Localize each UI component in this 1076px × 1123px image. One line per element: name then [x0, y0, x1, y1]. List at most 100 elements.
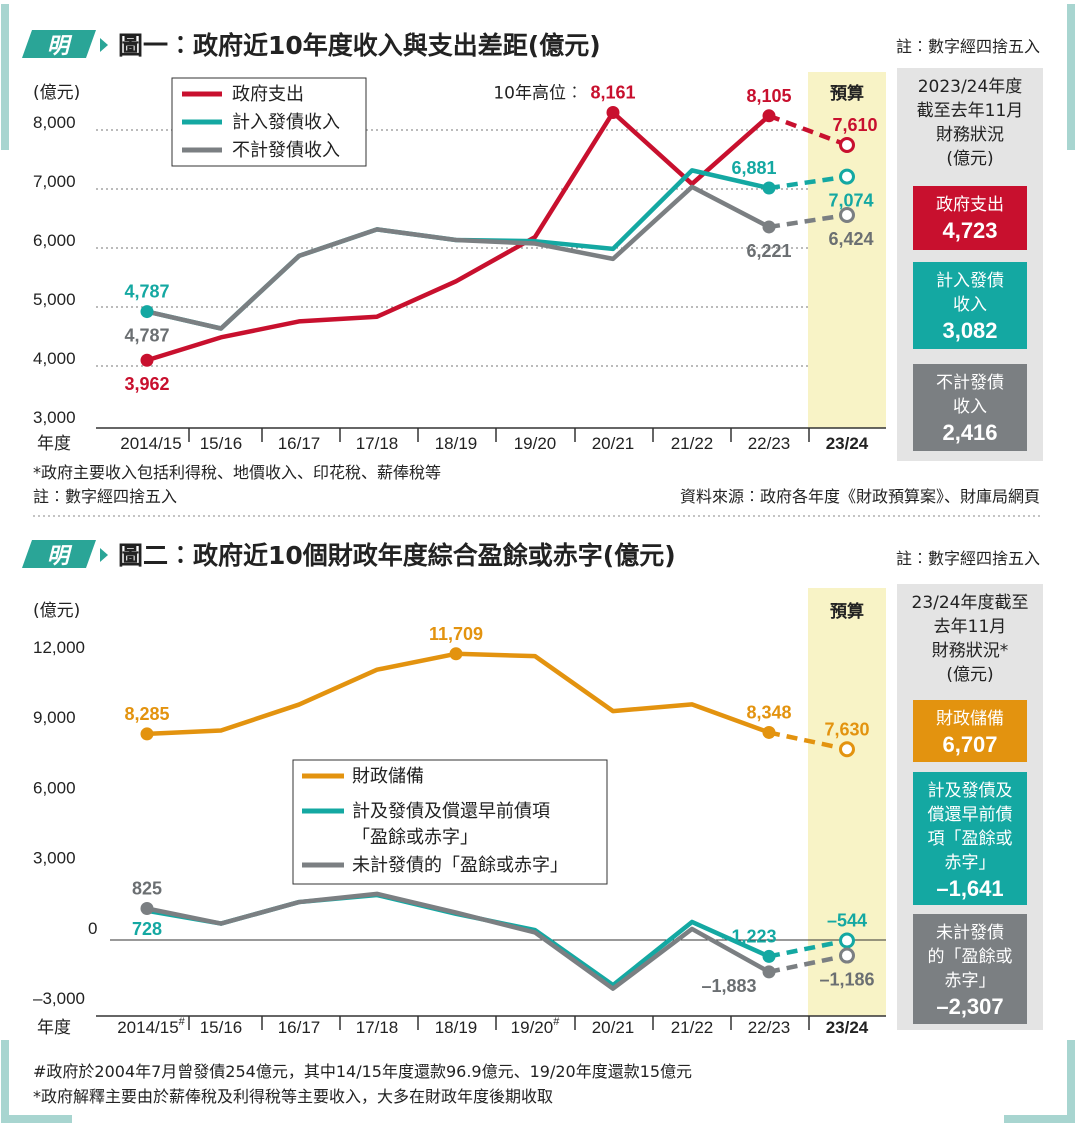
- chart-1-logo: 明: [22, 30, 108, 59]
- side-box: [913, 700, 1027, 762]
- data-label: 8,285: [124, 704, 169, 724]
- legend-label: 計及發債及償還早前債項: [352, 801, 550, 822]
- series-budget-segment: [768, 212, 848, 230]
- y-tick-label: 12,000: [33, 638, 85, 657]
- side-box: [913, 914, 1027, 1024]
- side-box-value: 6,707: [942, 732, 997, 757]
- series-line: [146, 168, 770, 331]
- side-header-line: 去年11月: [934, 617, 1007, 637]
- x-tick-label: 18/19: [435, 434, 478, 453]
- side-box-value: 3,082: [942, 318, 997, 343]
- data-label: –1,883: [701, 976, 756, 996]
- data-point-budget: [839, 947, 855, 964]
- y-tick-label: 5,000: [33, 290, 76, 309]
- data-label: 11,709: [429, 624, 483, 644]
- side-header-line: 財務狀況: [936, 125, 1004, 145]
- logo-arrow-icon: [100, 548, 108, 562]
- data-label: 3,962: [124, 374, 169, 394]
- chart-1-note: 註︰數字經四捨五入: [896, 37, 1040, 56]
- data-point: [140, 727, 154, 741]
- x-tick-label: 21/22: [671, 434, 714, 453]
- legend-label: 計入發債收入: [232, 112, 340, 133]
- side-box-value: 4,723: [942, 218, 997, 243]
- x-tick-label: 19/20: [514, 434, 557, 453]
- data-label: 728: [132, 919, 162, 939]
- chart-1-title: 圖一︰政府近10年度收入與支出差距(億元): [118, 31, 601, 60]
- data-point: [140, 901, 154, 915]
- legend-label: 政府支出: [232, 84, 304, 105]
- data-point: [762, 220, 776, 234]
- chart-1-x-axis-prefix: 年度: [37, 434, 71, 454]
- data-label: –1,223: [721, 926, 776, 946]
- x-tick-label: 20/21: [592, 434, 635, 453]
- chart-2-series: [140, 647, 855, 991]
- data-label: 8,161: [590, 83, 635, 103]
- chart-2-logo: 明: [22, 540, 108, 569]
- x-tick-label: 2014/15#: [117, 1016, 185, 1037]
- data-point: [606, 106, 620, 120]
- chart-1-unit: (億元): [33, 83, 80, 103]
- side-box-label: 赤字」: [945, 971, 996, 991]
- y-tick-label: 0: [88, 919, 97, 938]
- chart-1-source: 資料來源︰政府各年度《財政預算案》、財庫局網頁: [680, 487, 1040, 506]
- side-box-value: –1,641: [936, 876, 1003, 901]
- chart-2-data-labels: 8,285 11,709 8,348 7,630 825 728 –1,223 –544 –1,…: [124, 624, 874, 996]
- data-label: 4,787: [124, 282, 169, 302]
- side-box-label: 赤字」: [945, 853, 996, 873]
- side-box-label: 項「盈餘或: [928, 829, 1013, 849]
- logo-char: 明: [47, 34, 73, 59]
- data-label: 7,610: [832, 115, 877, 135]
- side-box-label: 未計發債: [936, 923, 1004, 943]
- y-tick-label: 9,000: [33, 708, 76, 727]
- chart-2-footnote-2: *政府解釋主要由於薪俸稅及利得稅等主要收入，大多在財政年度後期收取: [33, 1087, 553, 1106]
- legend-label-cont: 「盈餘或赤字」: [352, 827, 478, 848]
- x-tick-label: 23/24: [826, 1018, 869, 1037]
- chart-2-footnote-1: #政府於2004年7月曾發債254億元，其中14/15年度還款96.9億元、19…: [33, 1062, 692, 1081]
- x-tick-label: 16/17: [278, 1018, 321, 1037]
- data-label: 8,105: [746, 86, 791, 106]
- series-line: [146, 651, 770, 737]
- side-header-line: 截至去年11月: [917, 101, 1024, 121]
- chart-1-gridlines: [96, 129, 808, 367]
- y-tick-label: 6,000: [33, 231, 76, 250]
- data-point-budget: [839, 932, 855, 949]
- y-tick-label: 3,000: [33, 408, 76, 427]
- side-box-value: –2,307: [936, 994, 1003, 1019]
- side-box: [913, 364, 1027, 451]
- x-tick-label: 18/19: [435, 1018, 478, 1037]
- x-tick-label: 17/18: [356, 434, 399, 453]
- chart-1-budget-band: [808, 72, 886, 428]
- chart-1-budget-label: 預算: [830, 83, 864, 104]
- chart-1-y-axis: 3,000 4,000 5,000 6,000 7,000 8,000: [33, 113, 76, 427]
- chart-1-x-ticks: 2014/15 15/16 16/17 17/18 18/19 19/20 20/21 21/…: [120, 428, 869, 453]
- chart-2-x-axis-prefix: 年度: [37, 1018, 71, 1038]
- series-budget-segment: [768, 113, 848, 148]
- data-label-prefix: 10年高位︰: [493, 84, 583, 104]
- side-header-line: (億元): [946, 665, 993, 685]
- data-label: 7,074: [828, 191, 873, 211]
- chart-2-title: 圖二︰政府近10個財政年度綜合盈餘或赤字(億元): [118, 541, 676, 570]
- data-label: 6,221: [746, 241, 791, 261]
- chart-1-data-labels: 3,962 4,787 4,787 8,161 10年高位︰ 8,105 7,610 6,88…: [124, 83, 877, 395]
- side-box-label: 計入發債: [936, 271, 1004, 291]
- side-box: [913, 262, 1027, 349]
- data-point: [449, 647, 463, 661]
- x-tick-label: 21/22: [671, 1018, 714, 1037]
- data-label: –544: [827, 911, 867, 931]
- chart-2-x-ticks: 2014/15# 15/16 16/17 17/18 18/19 19/20# 20/21 2…: [117, 1016, 869, 1037]
- side-header-line: 2023/24年度: [918, 77, 1023, 97]
- data-point: [762, 109, 776, 123]
- side-box: [913, 772, 1027, 905]
- series-budget-segment: [768, 953, 848, 975]
- data-label: 4,787: [124, 326, 169, 346]
- legend-label: 財政儲備: [352, 766, 424, 787]
- data-point-budget: [839, 206, 855, 223]
- series-budget-segment: [768, 730, 848, 752]
- logo-char: 明: [47, 544, 73, 569]
- chart-1-footnote-2: 註︰數字經四捨五入: [33, 487, 177, 506]
- side-box-label: 收入: [953, 295, 987, 315]
